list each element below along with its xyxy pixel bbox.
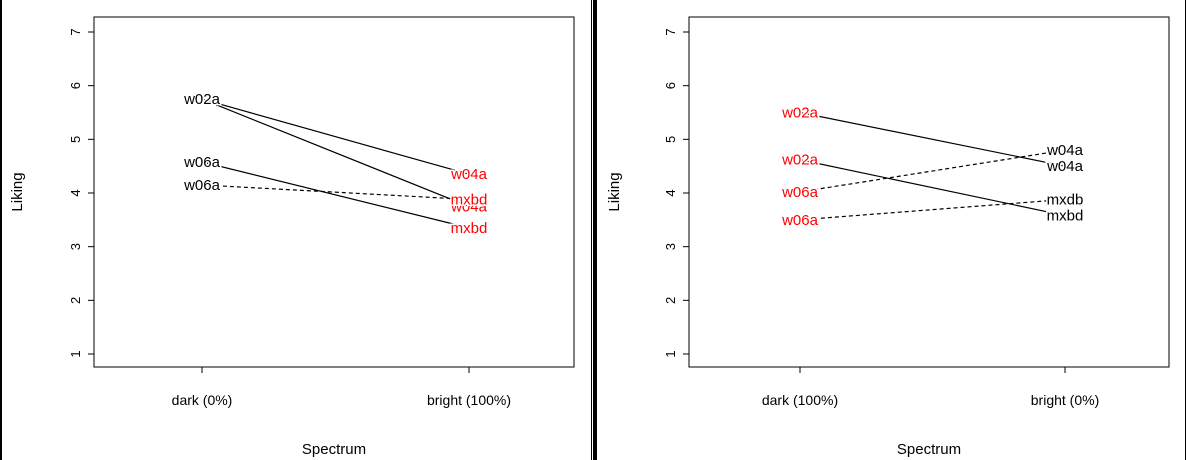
series-line [201,98,470,175]
series-line [201,98,470,207]
series-start-label: w02a [781,152,819,169]
series-start-label: w06a [781,184,819,201]
series-end-label: w04a [450,166,488,183]
y-tick-label: 2 [68,297,83,304]
series-line [201,161,470,229]
y-tick-label: 6 [663,82,678,89]
series-end-label: w04a [1046,142,1084,159]
series-line [799,198,1066,221]
series-line [201,184,470,201]
y-tick-label: 3 [68,243,83,250]
series-end-label: w04a [1046,158,1084,175]
plot-frame [688,16,1170,368]
series-line [799,111,1066,167]
y-tick-label: 4 [663,189,678,196]
y-tick-label: 4 [68,189,83,196]
series-end-label: mxbd [451,191,488,208]
y-tick-label: 1 [68,350,83,357]
chart-right: 1 2 3 4 5 6 7 Liking dark (100%) bright (0%) Spect… [606,16,1170,458]
series-start-label: w06a [183,177,221,194]
y-tick-label: 2 [663,297,678,304]
x-tick-label: bright (0%) [1031,392,1099,408]
chart-panel-left: 1 2 3 4 5 6 7 Liking dark (0%) bright (100%) Spect… [0,0,592,460]
x-tick-label: dark (100%) [762,392,838,408]
x-tick-label: dark (0%) [172,392,233,408]
chart-panel-right: 1 2 3 4 5 6 7 Liking dark (100%) bright (0%) Spect… [596,0,1186,460]
series-end-label: mxbd [451,220,488,237]
series-start-label: w06a [781,212,819,229]
x-tick-label: bright (100%) [427,392,511,408]
panel-divider [593,0,596,460]
y-tick-label: 5 [68,136,83,143]
series-end-label: mxdb [1047,191,1084,208]
y-tick-label: 6 [68,82,83,89]
y-tick-label: 1 [663,350,678,357]
series-end-label: w04a [450,198,488,215]
series-start-label: w02a [183,91,221,108]
y-tick-label: 5 [663,136,678,143]
plot-frame [93,16,575,368]
y-tick-label: 7 [68,28,83,35]
chart-left: 1 2 3 4 5 6 7 Liking dark (0%) bright (100%) Spect… [9,16,575,458]
series-start-label: w06a [183,154,221,171]
series-line [799,149,1066,193]
series-start-label: w02a [781,105,819,122]
series-end-label: mxbd [1047,208,1084,225]
y-axis-title: Liking [606,172,623,211]
x-axis-title: Spectrum [302,441,366,458]
series-line [799,159,1066,217]
y-tick-label: 3 [663,243,678,250]
x-axis-title: Spectrum [897,441,961,458]
y-tick-label: 7 [663,28,678,35]
y-axis-title: Liking [9,172,26,211]
